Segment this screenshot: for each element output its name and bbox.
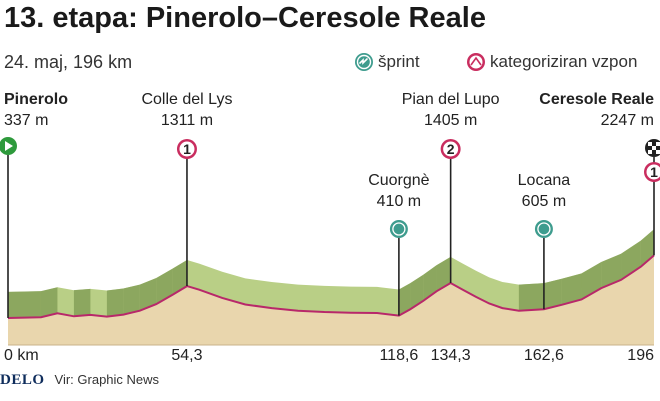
point-elevation: 605 m [521,193,567,210]
terrain-shade [106,288,124,317]
profile-base-fill [8,255,654,345]
point-label: Locana 605 m [484,170,604,212]
terrain-shade [423,265,437,301]
terrain-shade [123,284,140,315]
terrain-shade [601,253,622,289]
point-name: Pian del Lupo [401,91,500,108]
finish-checker [648,142,652,146]
point-name: Ceresole Reale [539,91,654,108]
finish-checker [652,146,656,150]
km-tick-label: 134,3 [430,347,471,364]
finish-checker [656,142,660,146]
sprint-ring [537,222,551,236]
start-arrow-icon [5,141,13,151]
terrain-shade [621,240,641,280]
terrain-shade [410,274,424,310]
km-tick-label: 162,6 [523,347,564,364]
climb-badge [179,141,195,157]
point-elevation: 1311 m [160,112,214,129]
terrain-shade [172,259,187,295]
km-tick-label: 54,3 [171,347,203,364]
sprint-icon [355,53,373,71]
terrain-shade [436,256,451,292]
sprint-ring [392,222,406,236]
climb-badge [443,141,459,157]
finish-checker [656,150,660,154]
point-elevation: 410 m [376,193,422,210]
terrain-shade [518,283,544,311]
profile-line [7,254,655,319]
terrain-shade [398,283,411,316]
footer: DELO Vir: Graphic News [0,372,159,389]
legend-sprint-label: šprint [378,52,420,71]
point-elevation: 1405 m [423,112,478,129]
legend-sprint: šprint [354,52,420,72]
profile-markers: 1 2 1 [0,137,660,318]
page-title: 13. etapa: Pinerolo–Ceresole Reale [4,2,486,34]
climb-category: 1 [650,164,658,180]
point-label: Cuorgnè 410 m [339,170,459,212]
point-elevation: 2247 m [600,112,654,129]
legend-climb: kategoriziran vzpon [466,52,637,72]
climb-category: 2 [447,141,455,157]
point-elevation: 337 m [4,112,49,129]
brand-logo: DELO [0,372,45,388]
terrain-shade [8,291,41,318]
point-name: Locana [517,172,571,189]
point-label: Ceresole Reale 2247 m [539,89,654,131]
climb-category: 1 [183,141,191,157]
climb-badge [646,164,660,180]
finish-checker [648,150,652,154]
legend-climb-label: kategoriziran vzpon [490,52,638,71]
point-name: Pinerolo [4,91,69,108]
terrain-shade [156,268,173,305]
terrain-shade [139,278,157,311]
climb-icon [467,53,485,71]
terrain-shade [561,273,582,305]
km-tick-label: 196 [627,347,654,364]
point-label: Pinerolo 337 m [4,89,68,131]
terrain-shade [543,278,562,310]
point-name: Colle del Lys [141,91,233,108]
km-tick-label: 0 km [4,347,39,364]
km-tick-label: 118,6 [379,347,419,364]
stage-subtitle: 24. maj, 196 km [4,52,133,72]
terrain-shade [40,287,58,318]
profile-area [7,229,655,346]
source-credit: Vir: Graphic News [54,372,160,387]
point-label: Colle del Lys 1311 m [127,89,247,131]
point-name: Cuorgnè [368,172,430,189]
point-label: Pian del Lupo 1405 m [391,89,511,131]
terrain-shade [73,288,91,317]
